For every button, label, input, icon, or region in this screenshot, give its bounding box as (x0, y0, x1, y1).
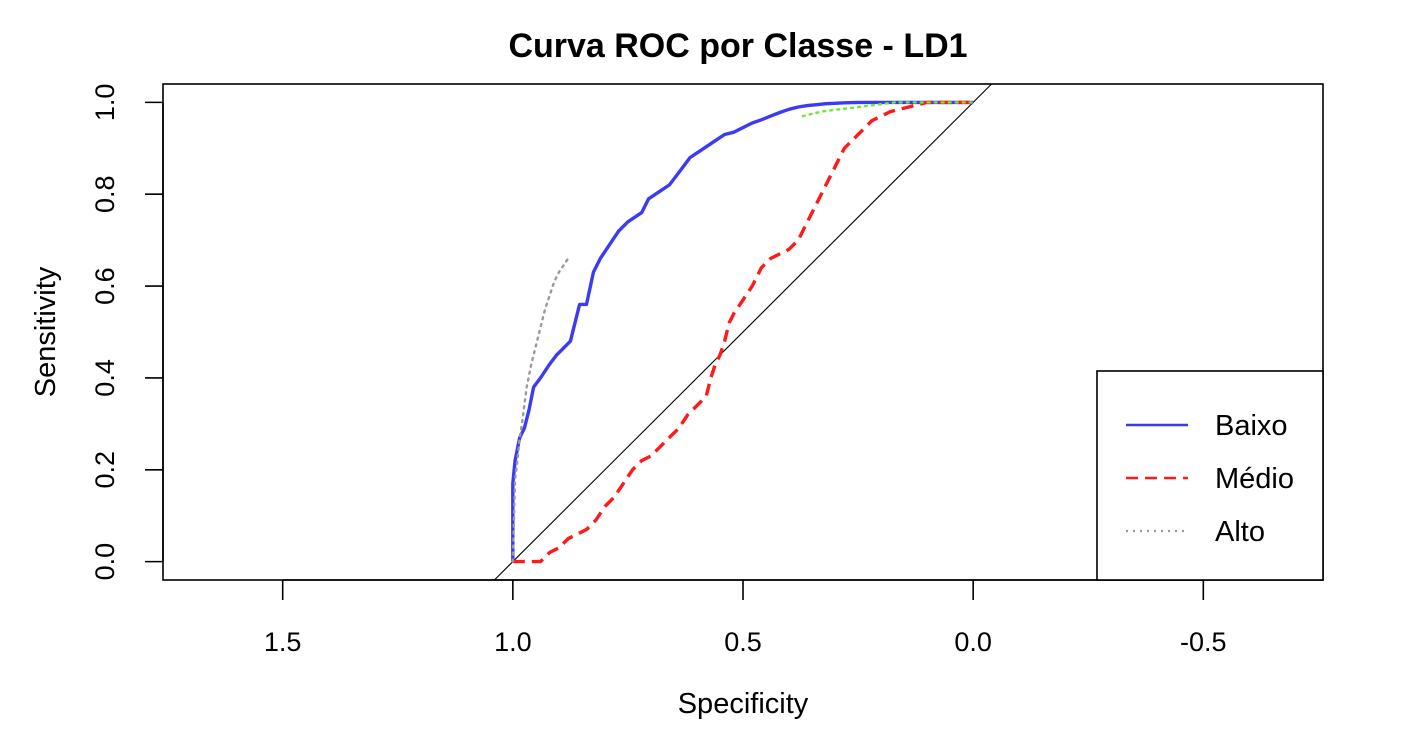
x-axis: 1.5 1.0 0.5 0.0 -0.5 (264, 579, 1227, 657)
y-axis-title: Sensitivity (30, 266, 62, 397)
series-line-médio (512, 100, 974, 564)
series-line-alto (511, 257, 570, 563)
series-layer (494, 83, 992, 581)
x-tick-label: -0.5 (1180, 627, 1227, 657)
chart-title: Curva ROC por Classe - LD1 (508, 27, 967, 65)
y-tick-label: 0.6 (90, 267, 120, 305)
y-tick-label: 1.0 (90, 84, 120, 122)
y-tick-label: 0.8 (90, 175, 120, 213)
series-line-extra-3 (801, 101, 975, 118)
series-line-baixo (511, 100, 974, 562)
diagonal-reference-line (494, 83, 992, 581)
y-tick-label: 0.4 (90, 359, 120, 397)
x-tick-label: 1.5 (264, 627, 302, 657)
y-tick-label: 0.2 (90, 451, 120, 489)
legend-label-alto: Alto (1215, 516, 1265, 548)
legend-label-baixo: Baixo (1215, 410, 1288, 442)
x-tick-label: 0.5 (724, 627, 762, 657)
legend-box (1096, 370, 1324, 581)
x-tick-label: 0.0 (954, 627, 992, 657)
x-tick-label: 1.0 (494, 627, 532, 657)
y-tick-label: 0.0 (90, 543, 120, 581)
legend: Baixo Médio Alto (1096, 370, 1324, 581)
x-axis-title: Specificity (678, 688, 809, 720)
legend-label-médio: Médio (1215, 463, 1294, 495)
y-axis: 0.0 0.2 0.4 0.6 0.8 1.0 (90, 84, 164, 581)
